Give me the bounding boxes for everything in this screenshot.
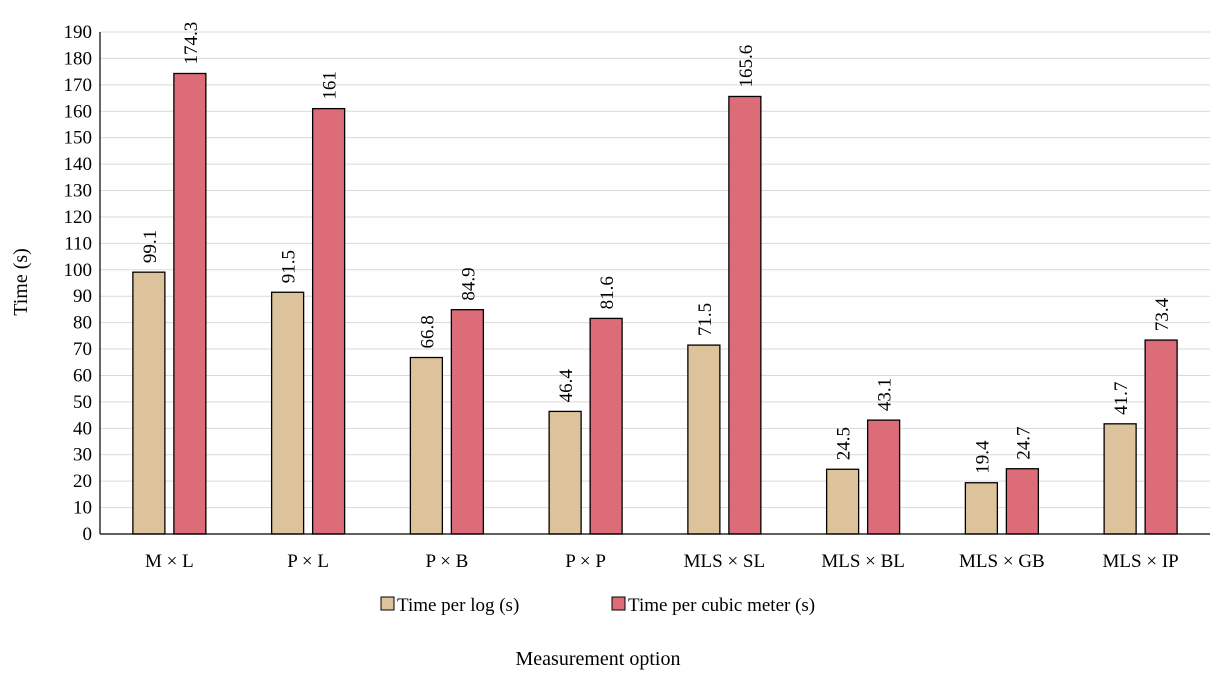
y-tick-label: 100: [64, 260, 93, 281]
data-label: 24.7: [1013, 426, 1034, 459]
bar-time-per-log: [1103, 423, 1137, 535]
data-label: 66.8: [417, 315, 438, 348]
y-tick-label: 110: [64, 233, 92, 254]
y-tick-label: 160: [64, 101, 93, 122]
legend-label: Time per cubic meter (s): [628, 595, 815, 616]
y-tick-label: 70: [73, 339, 92, 360]
legend-swatch: [380, 596, 395, 611]
data-label: 46.4: [556, 369, 577, 403]
bar-time-per-log: [687, 344, 721, 535]
bar-time-per-cubic-meter: [173, 72, 207, 535]
tick-labels: 0 10 20 30 40 50 60 70 80 90 100 110 120 130 140 150 160…: [64, 22, 1179, 572]
data-label: 81.6: [597, 276, 618, 309]
bar-time-per-cubic-meter: [866, 419, 901, 535]
data-label: 91.5: [279, 250, 300, 283]
x-tick-label: M × L: [145, 551, 194, 572]
bar-time-per-log: [825, 468, 860, 535]
data-label: 174.3: [181, 22, 202, 65]
y-tick-label: 20: [73, 471, 92, 492]
y-tick-label: 10: [73, 498, 92, 519]
bar-time-per-cubic-meter: [1005, 468, 1040, 535]
y-tick-label: 90: [73, 286, 92, 307]
bar-time-per-log: [409, 356, 444, 535]
bar-time-per-cubic-meter: [1144, 339, 1178, 535]
data-label: 165.6: [736, 45, 757, 88]
y-tick-label: 150: [64, 128, 93, 149]
data-label: 161: [320, 71, 341, 100]
bar-time-per-log: [270, 291, 305, 535]
legend-label: Time per log (s): [397, 595, 519, 616]
y-tick-label: 180: [64, 48, 93, 69]
data-label: 19.4: [972, 440, 993, 474]
bar-time-per-log: [548, 410, 582, 535]
x-tick-label: MLS × SL: [684, 551, 765, 572]
data-labels: 99.1 174.3 91.5 161 66.8 84.9 46.4 81.6 71.5 165.…: [140, 22, 1173, 474]
x-tick-label: P × P: [565, 551, 606, 572]
bar-time-per-cubic-meter: [728, 95, 762, 535]
bar-time-per-cubic-meter: [589, 317, 623, 535]
data-label: 71.5: [695, 303, 716, 336]
y-tick-label: 0: [83, 524, 93, 545]
data-label: 24.5: [834, 427, 855, 460]
x-tick-label: MLS × GB: [959, 551, 1045, 572]
x-tick-label: MLS × IP: [1103, 551, 1179, 572]
y-tick-label: 40: [73, 418, 92, 439]
y-tick-label: 140: [64, 154, 93, 175]
x-tick-label: MLS × BL: [821, 551, 905, 572]
legend: Time per log (s) Time per cubic meter (s): [380, 595, 815, 616]
bars: [132, 72, 1178, 535]
bar-time-per-log: [132, 271, 166, 535]
x-tick-label: P × L: [287, 551, 329, 572]
legend-swatch: [611, 596, 626, 611]
bar-time-per-cubic-meter: [311, 107, 346, 535]
y-tick-label: 60: [73, 365, 92, 386]
x-tick-label: P × B: [426, 551, 469, 572]
x-axis-title: Measurement option: [516, 648, 681, 670]
data-label: 43.1: [875, 378, 896, 411]
gridlines: [100, 31, 1210, 509]
y-tick-label: 170: [64, 75, 93, 96]
y-tick-label: 80: [73, 313, 92, 334]
data-label: 84.9: [458, 267, 479, 300]
data-label: 99.1: [140, 230, 161, 263]
y-tick-label: 50: [73, 392, 92, 413]
bar-time-per-cubic-meter: [450, 309, 485, 535]
axes: [99, 32, 1210, 535]
data-label: 73.4: [1152, 297, 1173, 331]
data-label: 41.7: [1111, 382, 1132, 415]
y-tick-label: 130: [64, 181, 93, 202]
y-axis-title: Time (s): [10, 248, 32, 316]
bar-time-per-log: [964, 482, 999, 535]
y-tick-label: 120: [64, 207, 93, 228]
y-tick-label: 190: [64, 22, 93, 43]
y-tick-label: 30: [73, 445, 92, 466]
